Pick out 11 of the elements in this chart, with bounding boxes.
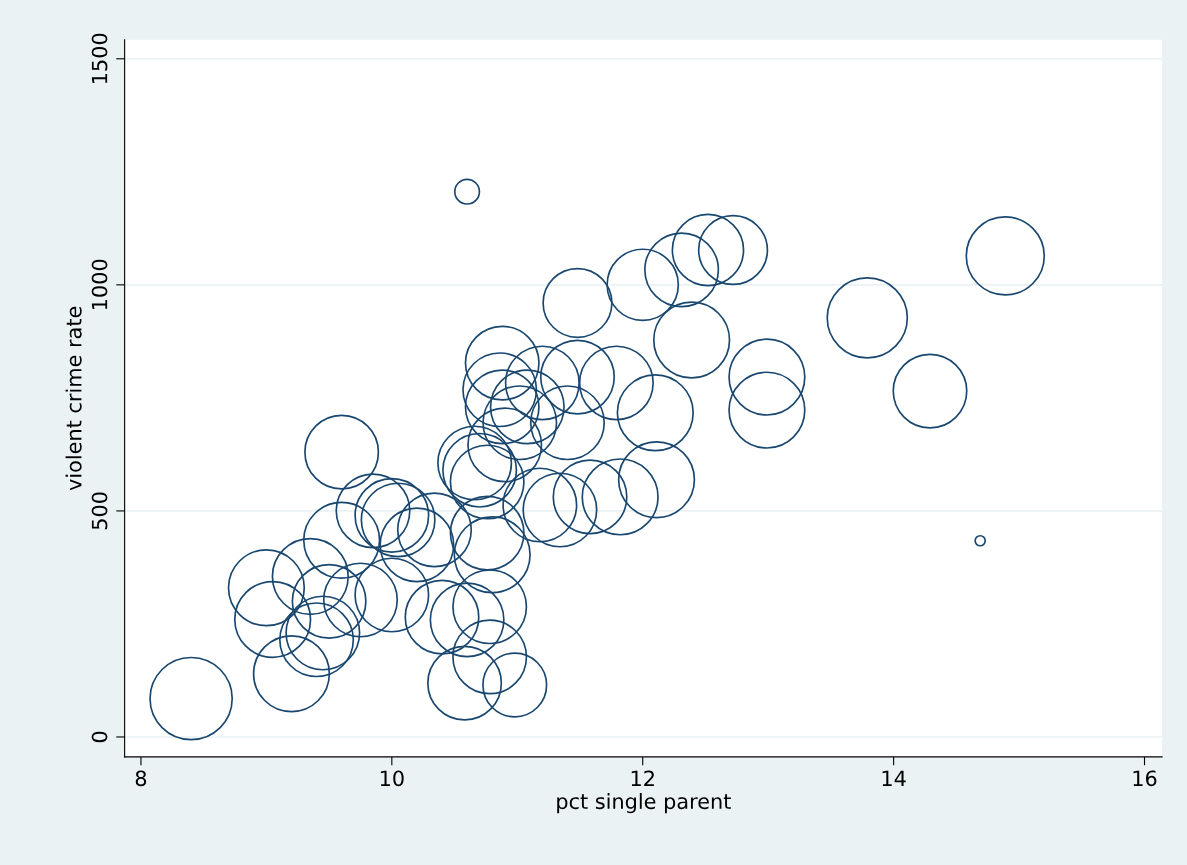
x-tick-label: 10 [380, 770, 404, 787]
x-tick-label: 12 [631, 770, 654, 786]
x-tick-label: 8 [135, 770, 147, 787]
y-tick-label: 500 [91, 492, 108, 530]
x-tick-label: 14 [882, 770, 906, 786]
y-tick-label: 0 [91, 731, 108, 743]
y-tick-label: 1000 [91, 259, 108, 310]
x-axis-title: pct single parent [557, 793, 731, 814]
y-axis-title: violent crime rate [65, 306, 82, 491]
y-tick-label: 1500 [91, 33, 108, 83]
x-tick-label: 16 [1133, 770, 1157, 787]
